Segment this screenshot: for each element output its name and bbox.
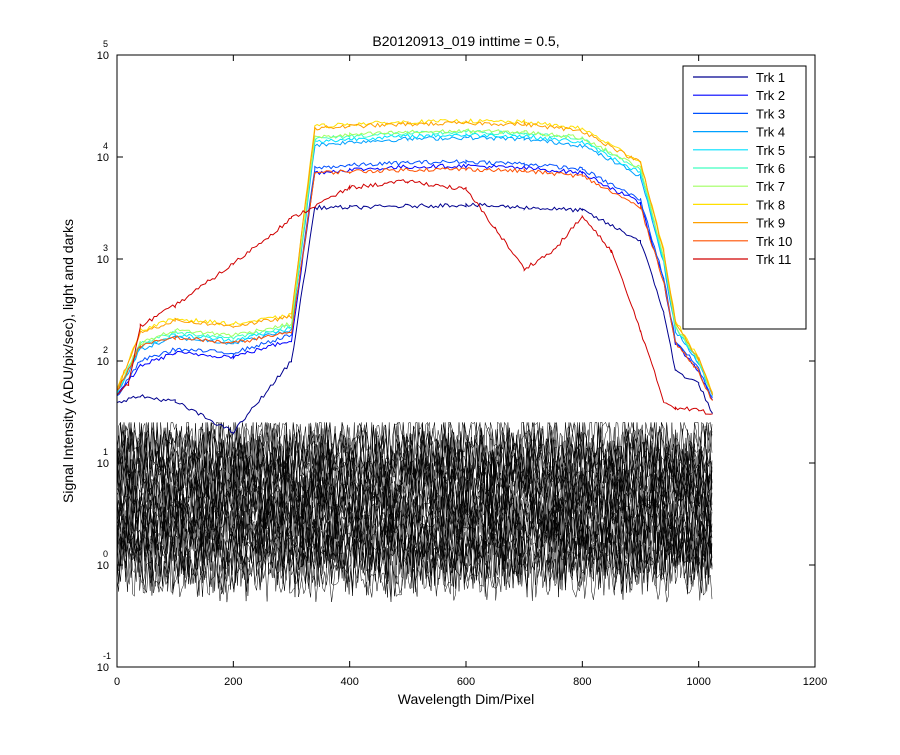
- dark-trace: [117, 426, 713, 489]
- legend-box: [682, 65, 807, 330]
- legend-label-4: Trk 4: [756, 125, 785, 140]
- dark-trace: [117, 421, 713, 470]
- y-tick-label-base: 10: [97, 356, 109, 368]
- x-tick-label: 1000: [686, 676, 710, 688]
- y-tick-label-base: 10: [97, 662, 109, 674]
- legend-label-7: Trk 7: [756, 179, 785, 194]
- y-tick-label-base: 10: [97, 560, 109, 572]
- x-tick-label: 200: [224, 676, 242, 688]
- legend-label-2: Trk 2: [756, 88, 785, 103]
- y-tick-label-base: 10: [97, 458, 109, 470]
- series-line-1: [117, 202, 714, 436]
- dark-trace: [117, 422, 713, 484]
- series-line-3: [117, 159, 713, 398]
- x-tick-label: 800: [573, 676, 591, 688]
- y-tick-label-exponent: 5: [103, 39, 108, 49]
- y-tick-label-exponent: 2: [103, 345, 108, 355]
- legend: Trk 1 Trk 2 Trk 3 Trk 4 Trk 5 Trk 6 Trk 7 Trk 8…: [682, 65, 807, 330]
- y-tick-label-base: 10: [97, 50, 109, 62]
- legend-label-10: Trk 10: [756, 234, 792, 249]
- legend-label-8: Trk 8: [756, 197, 785, 212]
- y-tick-label-base: 10: [97, 254, 109, 266]
- series-layer: [117, 118, 714, 436]
- series-line-10: [117, 167, 713, 401]
- y-tick-label-exponent: 0: [103, 549, 108, 559]
- y-tick-label-exponent: 4: [103, 141, 108, 151]
- y-tick-label-exponent: -1: [103, 651, 111, 661]
- series-line-7: [117, 128, 714, 393]
- dark-trace: [117, 421, 713, 475]
- dark-trace: [117, 500, 713, 562]
- dark-trace: [117, 523, 713, 585]
- axes-ticks: 0 200 400 600 800 1000 120010-1100101102103104…: [97, 39, 827, 688]
- dark-trace: [117, 431, 713, 493]
- x-tick-label: 1200: [803, 676, 827, 688]
- y-tick-label-exponent: 3: [103, 243, 108, 253]
- x-tick-label: 0: [114, 676, 120, 688]
- series-line-11: [117, 179, 713, 415]
- y-axis-label: Signal Intensity (ADU/pix/sec), light an…: [60, 219, 76, 503]
- series-line-2: [117, 163, 714, 401]
- series-line-5: [117, 132, 714, 396]
- y-tick-label-base: 10: [97, 152, 109, 164]
- x-axis-label: Wavelength Dim/Pixel: [398, 691, 534, 707]
- dark-trace: [117, 421, 713, 479]
- legend-label-9: Trk 9: [756, 216, 785, 231]
- series-line-4: [117, 135, 714, 396]
- series-line-9: [117, 120, 714, 396]
- chart-title: B20120913_019 inttime = 0.5,: [372, 33, 559, 49]
- x-tick-label: 400: [340, 676, 358, 688]
- legend-label-5: Trk 5: [756, 143, 785, 158]
- dark-noise-band: [117, 421, 713, 603]
- y-tick-label-exponent: 1: [103, 447, 108, 457]
- legend-label-6: Trk 6: [756, 161, 785, 176]
- dark-trace: [117, 472, 713, 535]
- dark-trace: [117, 444, 713, 507]
- legend-label-11: Trk 11: [756, 252, 791, 267]
- legend-label-1: Trk 1: [756, 70, 785, 85]
- dark-trace: [117, 495, 713, 557]
- legend-label-3: Trk 3: [756, 106, 785, 121]
- x-tick-label: 600: [457, 676, 475, 688]
